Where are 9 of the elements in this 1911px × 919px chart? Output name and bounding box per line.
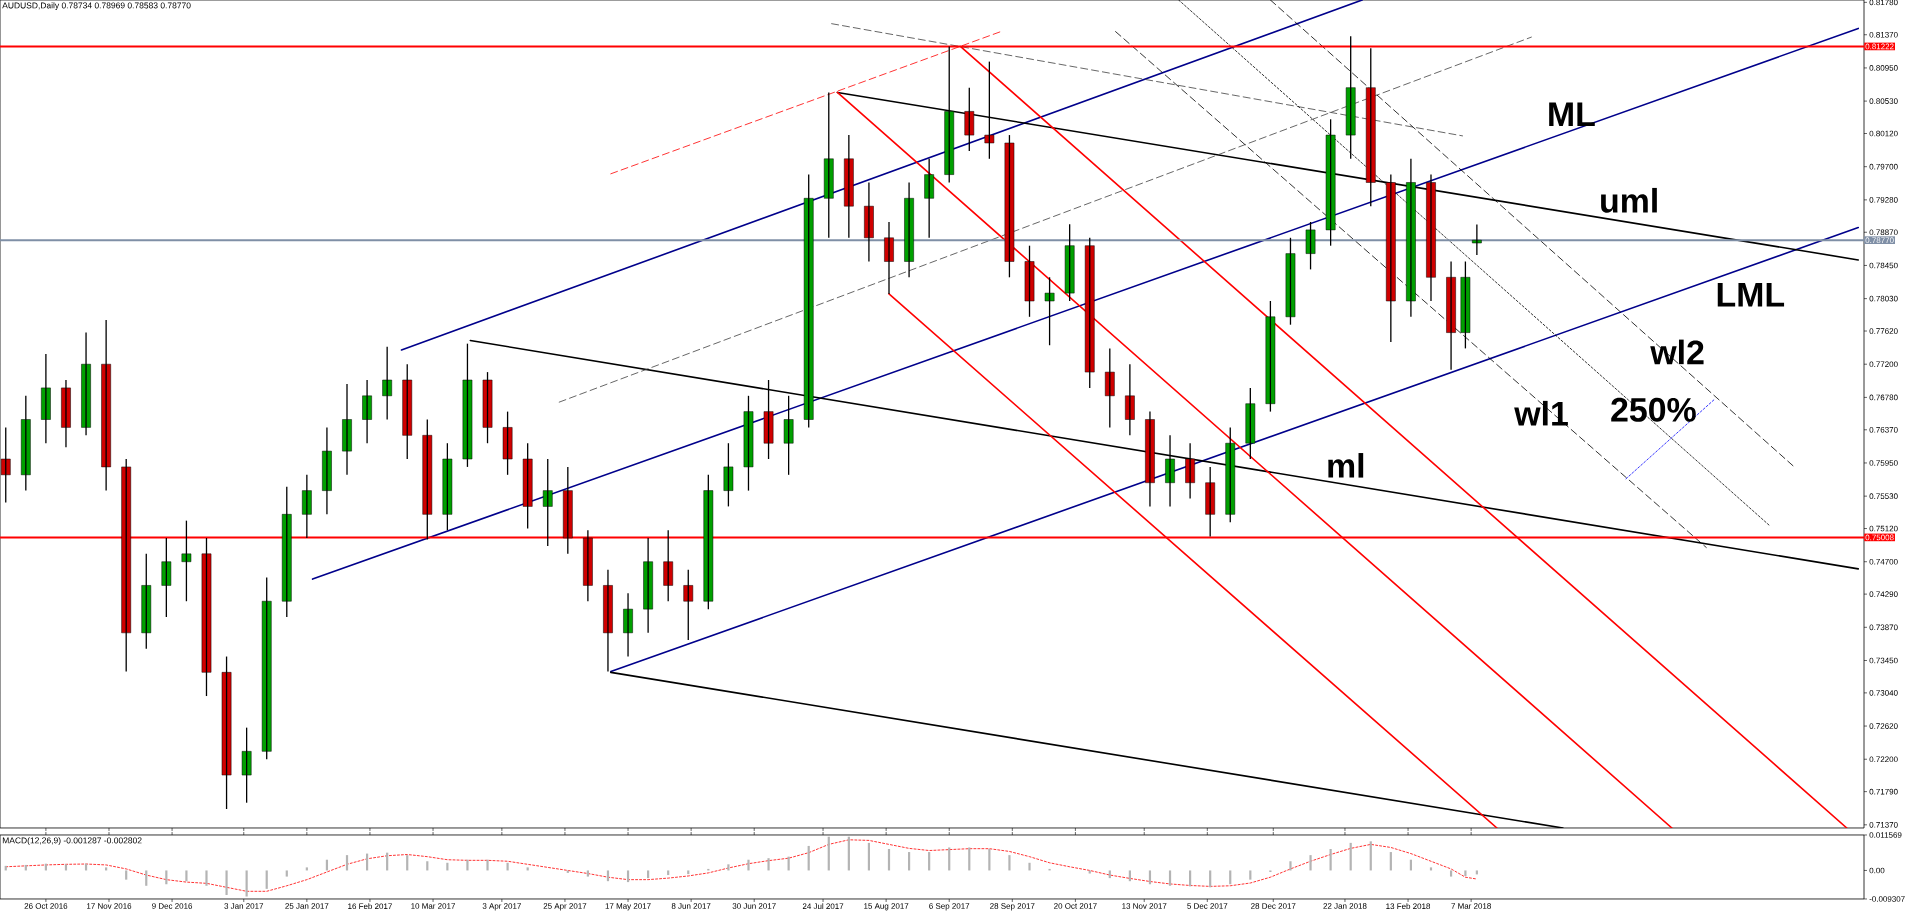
annotation: ml [1328, 453, 1364, 478]
chart-title: MACD(12,26,9) -0.001287 -0.002802 [2, 837, 142, 846]
chart-title: AUDUSD,Daily 0.78734 0.78969 0.78583 0.78770 [2, 2, 191, 11]
annotation: uml [1601, 187, 1657, 213]
annotation: wl2 [1650, 339, 1704, 365]
annotation: 250% [1611, 397, 1696, 422]
annotation: LML [1717, 283, 1785, 307]
annotation: ML [1549, 102, 1595, 126]
annotation: wl1 [1514, 400, 1568, 426]
